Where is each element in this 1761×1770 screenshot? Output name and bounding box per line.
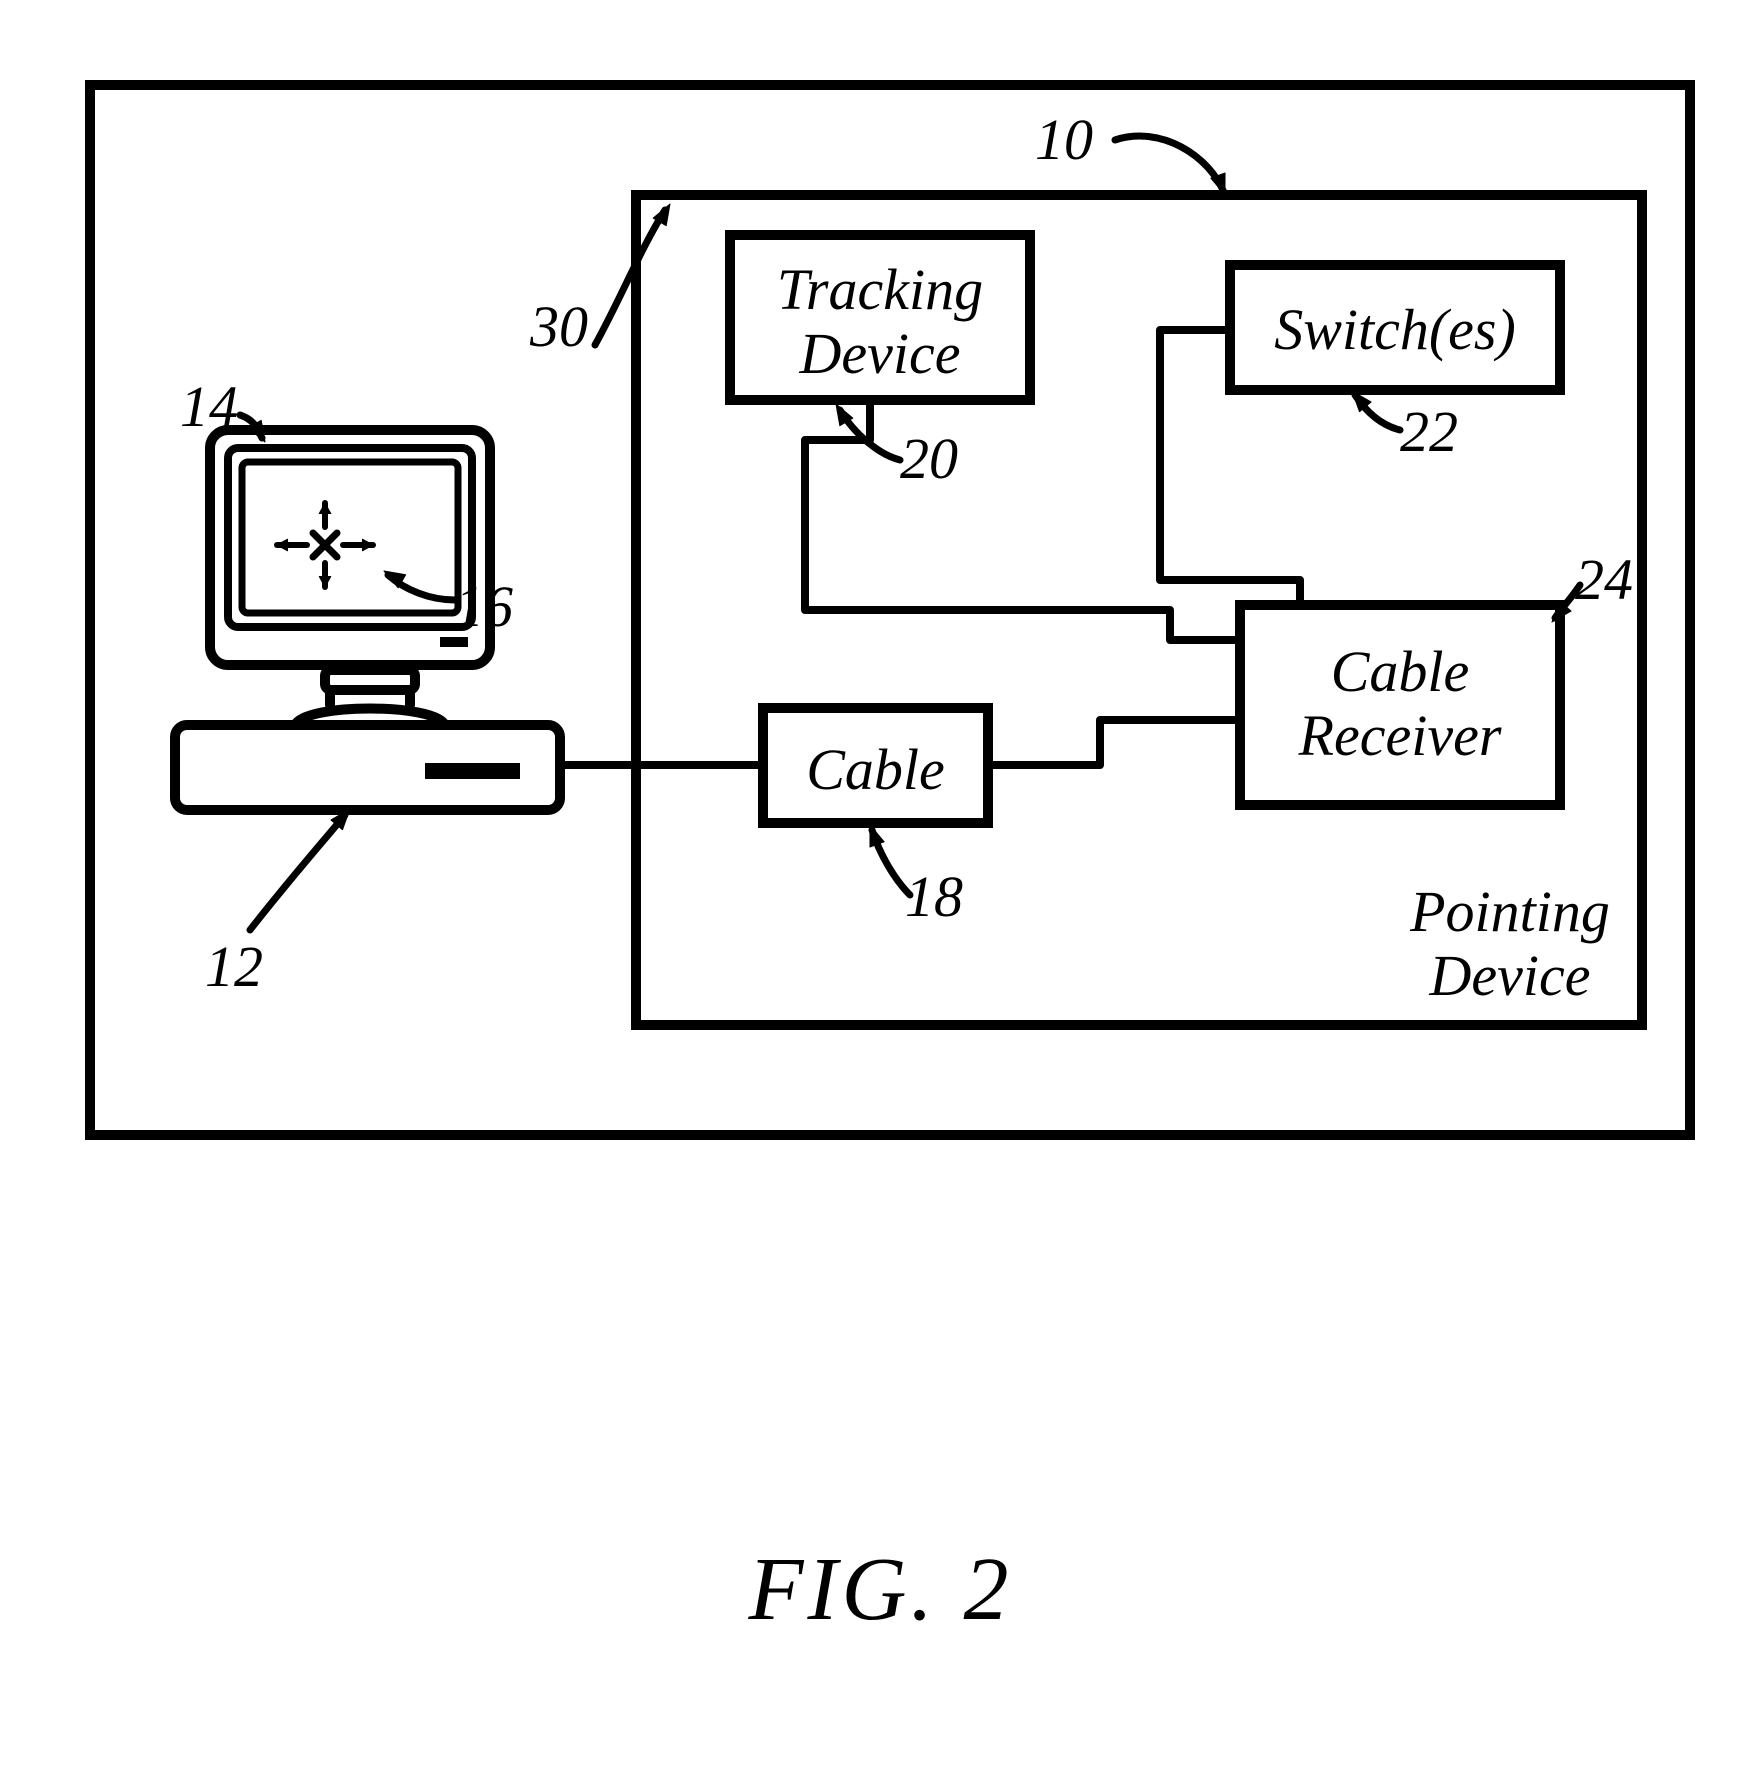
switches-label: Switch(es)	[1230, 298, 1560, 362]
ref-24: 24	[1575, 548, 1633, 612]
tracking-device-label: Tracking Device	[730, 258, 1030, 386]
ref-16: 16	[455, 575, 513, 639]
cable-receiver-label: Cable Receiver	[1240, 640, 1560, 768]
figure-caption: FIG. 2	[0, 1540, 1761, 1639]
ref-12: 12	[205, 935, 263, 999]
ref-14: 14	[180, 375, 238, 439]
ref-22: 22	[1400, 400, 1458, 464]
ref-10: 10	[1035, 108, 1093, 172]
ref-30: 30	[530, 295, 588, 359]
pointing-device-label: Pointing Device	[1390, 880, 1630, 1008]
cable-label: Cable	[763, 738, 988, 802]
ref-18: 18	[905, 865, 963, 929]
ref-20: 20	[900, 427, 958, 491]
